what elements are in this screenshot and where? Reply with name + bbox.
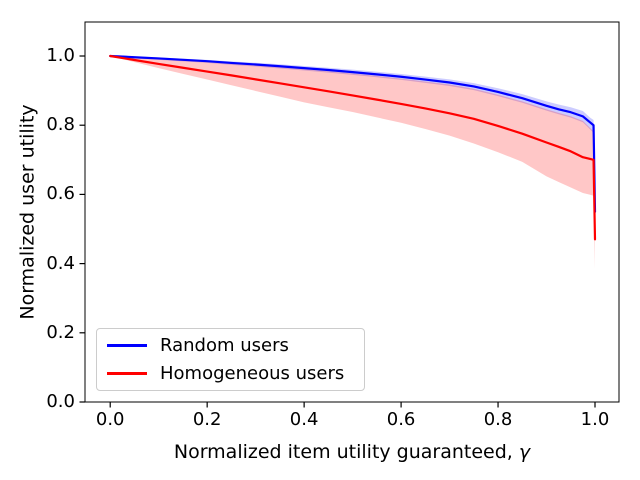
legend-item-homogeneous-users: Homogeneous users bbox=[107, 363, 352, 384]
legend: Random users Homogeneous users bbox=[96, 328, 365, 391]
y-axis-label: Normalized user utility bbox=[16, 104, 39, 320]
axes-spines bbox=[84, 21, 620, 403]
y-tick-label: 0.2 bbox=[46, 321, 75, 343]
legend-item-random-users: Random users bbox=[107, 335, 352, 356]
legend-line-sample-red bbox=[107, 372, 147, 375]
series-line-homogeneous-users bbox=[109, 54, 597, 241]
y-tick-label: 1.0 bbox=[46, 45, 75, 66]
y-tick-label: 0.0 bbox=[46, 391, 75, 412]
confidence-band-homogeneous-users bbox=[110, 56, 596, 269]
x-tick-label: 1.0 bbox=[580, 409, 610, 430]
series-line-random-users bbox=[109, 54, 597, 213]
x-axis-label: Normalized item utility guaranteed, γ bbox=[174, 443, 530, 462]
x-tick-label: 0.0 bbox=[95, 409, 125, 430]
y-tick-label: 0.8 bbox=[46, 114, 75, 136]
legend-label-homogeneous-users: Homogeneous users bbox=[160, 362, 345, 384]
legend-label-random-users: Random users bbox=[160, 334, 289, 356]
x-tick-label: 0.6 bbox=[386, 409, 416, 430]
x-tick-label: 0.8 bbox=[483, 409, 513, 430]
gamma-symbol: γ bbox=[518, 441, 531, 463]
legend-line-sample-blue bbox=[107, 344, 147, 347]
x-tick-label: 0.4 bbox=[289, 409, 319, 430]
y-tick-label: 0.6 bbox=[46, 183, 75, 205]
x-tick-label: 0.2 bbox=[192, 409, 222, 430]
x-axis-label-text: Normalized item utility guaranteed, bbox=[173, 441, 519, 463]
y-tick-label: 0.4 bbox=[46, 252, 75, 274]
